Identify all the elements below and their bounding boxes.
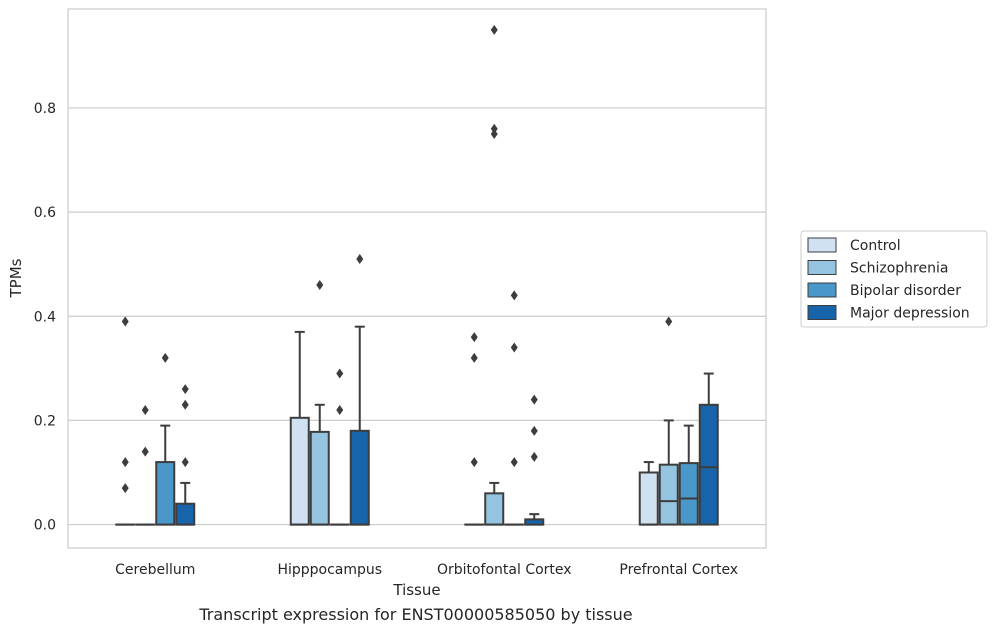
outlier-point	[141, 404, 149, 415]
box-layer	[115, 24, 719, 526]
x-tick-label: Hipppocampus	[277, 562, 382, 578]
x-tick-labels: Cerebellum Hipppocampus Orbitofontal Corte…	[115, 562, 738, 578]
box-control	[289, 330, 310, 526]
outlier-point	[161, 352, 169, 363]
y-axis-label: TPMs	[7, 258, 25, 298]
outlier-point	[121, 316, 129, 327]
outlier-point	[181, 457, 189, 468]
outlier-point	[530, 394, 538, 405]
plot-frame	[67, 8, 767, 549]
box-control	[638, 461, 659, 526]
legend-frame	[800, 230, 988, 328]
y-tick-label: 0.0	[34, 518, 56, 534]
box-major-depression	[524, 394, 545, 526]
box-bipolar-disorder	[504, 290, 525, 526]
outlier-point	[665, 316, 673, 327]
legend: Control Schizophrenia Bipolar disorder Majo…	[800, 230, 988, 328]
outlier-point	[490, 24, 498, 35]
box-schizophrenia	[309, 280, 330, 526]
legend-swatch	[807, 260, 837, 275]
x-axis-label: Tissue	[392, 581, 440, 599]
box-body	[309, 430, 330, 526]
box-bipolar-disorder	[329, 368, 350, 526]
legend-swatch	[807, 237, 837, 253]
chart-caption: Transcript expression for ENST0000058505…	[199, 605, 633, 624]
box-control	[464, 332, 485, 526]
outlier-point	[510, 457, 518, 468]
outlier-point	[510, 342, 518, 353]
legend-label: Bipolar disorder	[850, 283, 961, 299]
y-tick-label: 0.2	[34, 413, 56, 429]
outlier-point	[121, 457, 129, 468]
legend-label: Control	[850, 238, 901, 254]
outlier-point	[490, 123, 498, 134]
outlier-point	[336, 404, 344, 415]
box-control	[115, 316, 136, 526]
box-schizophrenia	[135, 404, 156, 526]
box-schizophrenia	[658, 316, 679, 526]
y-tick-label: 0.4	[34, 309, 56, 325]
outlier-point	[470, 332, 478, 343]
legend-items: Control Schizophrenia Bipolar disorder Majo…	[807, 237, 970, 322]
x-tick-label: Prefrontal Cortex	[619, 562, 738, 578]
box-major-depression	[698, 372, 719, 526]
outlier-point	[470, 457, 478, 468]
legend-swatch	[807, 305, 837, 320]
x-tick-label: Orbitofontal Cortex	[437, 562, 572, 578]
y-tick-label: 0.8	[34, 101, 56, 117]
outlier-point	[141, 446, 149, 457]
outlier-point	[121, 483, 129, 494]
outlier-point	[510, 290, 518, 301]
y-tick-labels: 0.0 0.2 0.4 0.6 0.8	[34, 101, 56, 534]
outlier-point	[336, 368, 344, 379]
box-body	[484, 492, 505, 526]
legend-label: Schizophrenia	[850, 261, 948, 277]
outlier-point	[181, 399, 189, 410]
box-bipolar-disorder	[155, 352, 176, 526]
y-tick-label: 0.6	[34, 205, 56, 221]
box-body	[698, 403, 719, 526]
box-major-depression	[349, 253, 370, 526]
box-schizophrenia	[484, 24, 505, 526]
box-body	[349, 429, 370, 526]
box-major-depression	[175, 384, 196, 526]
legend-label: Major depression	[850, 306, 970, 322]
legend-swatch	[807, 282, 837, 298]
box-body	[289, 416, 310, 526]
outlier-point	[470, 352, 478, 363]
x-tick-label: Cerebellum	[115, 562, 195, 578]
outlier-point	[356, 253, 364, 264]
box-body	[175, 502, 196, 526]
box-body	[658, 463, 679, 526]
outlier-point	[530, 451, 538, 462]
outlier-point	[530, 425, 538, 436]
box-bipolar-disorder	[678, 424, 699, 526]
box-body	[678, 462, 699, 526]
box-body	[155, 461, 176, 526]
box-body	[638, 471, 659, 526]
outlier-point	[181, 384, 189, 395]
outlier-point	[490, 128, 498, 139]
outlier-point	[316, 280, 324, 291]
